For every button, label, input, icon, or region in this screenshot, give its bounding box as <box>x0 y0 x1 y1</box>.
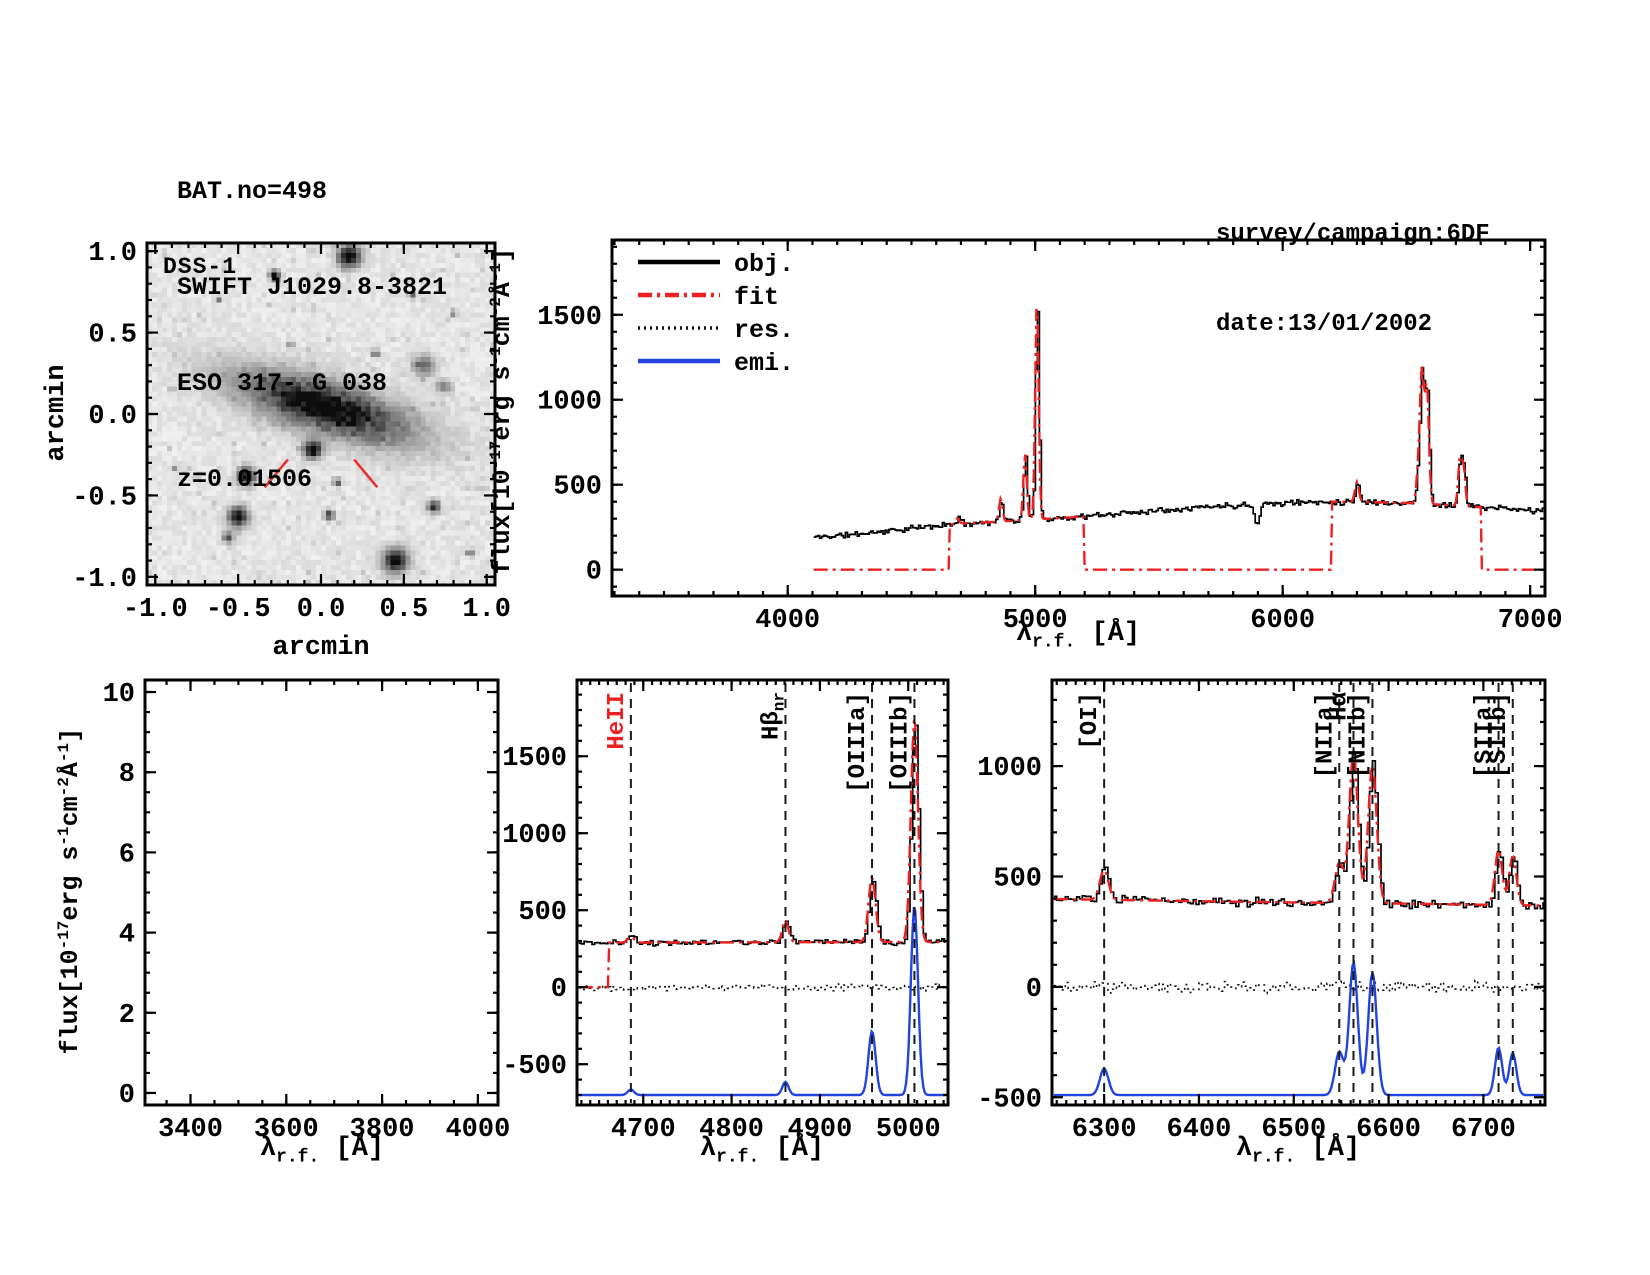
series-fit <box>578 720 946 989</box>
bat-number: BAT.no=498 <box>177 177 328 206</box>
legend-label: res. <box>734 316 794 345</box>
series-fit <box>1053 749 1544 907</box>
axes-frame <box>1050 678 1547 1107</box>
axis-ticks <box>577 680 948 1105</box>
x-tick-label: 4000 <box>755 606 820 636</box>
redshift: z=0.01506 <box>177 465 313 494</box>
obs-date: date:13/01/2002 <box>1216 311 1433 338</box>
y-tick-label: 8 <box>119 760 135 790</box>
legend-label: fit <box>734 283 779 312</box>
hbeta-panel-xlabel: λr.f. [Å] <box>699 1134 825 1168</box>
y-tick-label: 1500 <box>537 303 602 333</box>
emission-line-label: [NIIa] <box>1312 692 1339 778</box>
y-tick-label: 1.0 <box>88 239 137 269</box>
legend-label: obj. <box>734 250 794 279</box>
series-emi <box>1053 959 1544 1097</box>
emission-line-label: [OIIIa] <box>845 692 872 793</box>
y-tick-label: 500 <box>553 473 602 503</box>
x-tick-label: 0.0 <box>297 595 346 625</box>
y-tick-label: 10 <box>103 680 135 710</box>
y-tick-label: -1.0 <box>72 565 137 595</box>
y-tick-label: 0.0 <box>88 402 137 432</box>
y-tick-label: 500 <box>518 898 567 928</box>
y-tick-label: 4 <box>119 921 135 951</box>
y-tick-label: 1500 <box>502 744 567 774</box>
y-tick-label: 1000 <box>502 821 567 851</box>
y-tick-label: -500 <box>977 1085 1042 1115</box>
dss-survey-label: DSS-1 <box>163 254 238 280</box>
emission-line-label: [OIIIb] <box>887 692 914 793</box>
dss-xlabel: arcmin <box>272 633 370 663</box>
y-tick-label: 0.5 <box>88 321 137 351</box>
emission-line-label: [OI] <box>1077 692 1104 750</box>
spectrum-ylabel: flux[10-17erg s-1cm-2Å-1] <box>486 247 518 575</box>
x-tick-label: 6000 <box>1250 606 1315 636</box>
y-tick-label: 6 <box>119 840 135 870</box>
x-tick-label: 6300 <box>1072 1115 1137 1145</box>
x-tick-label: 6700 <box>1451 1115 1516 1145</box>
axis-ticks <box>1052 680 1545 1105</box>
emission-line-label: [NIIb] <box>1345 692 1372 778</box>
y-tick-label: 0 <box>119 1081 135 1111</box>
series-obj <box>578 724 946 947</box>
galaxy-name: ESO 317- G 038 <box>177 369 388 398</box>
series-emi <box>578 906 946 1097</box>
halpha-panel-xlabel: λr.f. [Å] <box>1235 1134 1361 1168</box>
spectrum-xlabel: λr.f. [Å] <box>1015 619 1141 653</box>
survey-info-block: survey/campaign:6DF date:13/01/2002 <box>1216 160 1490 400</box>
y-tick-label: 1000 <box>977 754 1042 784</box>
x-tick-label: -1.0 <box>123 595 188 625</box>
empty-panel-ylabel: flux[10-17erg s-1cm-2Å-1] <box>54 727 86 1055</box>
emission-line-label: [SIIa] <box>1472 692 1499 778</box>
x-tick-label: -0.5 <box>206 595 271 625</box>
emission-line-label: HeII <box>604 692 631 750</box>
y-tick-label: -500 <box>502 1052 567 1082</box>
target-info-block: BAT.no=498 SWIFT J1029.8-3821 ESO 317- G… <box>177 112 447 560</box>
empty-panel-xlabel: λr.f. [Å] <box>259 1134 385 1168</box>
series-res <box>578 983 946 992</box>
axes-frame <box>143 678 500 1107</box>
emission-line-label: [SIIb] <box>1486 692 1513 778</box>
emission-line-label: Hβnr <box>758 692 788 740</box>
series-obj <box>1053 753 1544 910</box>
y-tick-label: 0 <box>586 558 602 588</box>
y-tick-label: 0 <box>551 975 567 1005</box>
y-tick-label: 500 <box>993 864 1042 894</box>
x-tick-label: 0.5 <box>380 595 429 625</box>
y-tick-label: -0.5 <box>72 483 137 513</box>
y-tick-label: 1000 <box>537 388 602 418</box>
legend-label: emi. <box>734 349 794 378</box>
axis-ticks <box>145 680 498 1105</box>
y-tick-label: 0 <box>1026 975 1042 1005</box>
survey-campaign: survey/campaign:6DF <box>1216 221 1490 248</box>
emission-line-label: Hα <box>1326 691 1353 720</box>
dss-ylabel: arcmin <box>42 364 72 462</box>
axes-frame <box>575 678 950 1107</box>
series-res <box>1053 979 1544 995</box>
x-tick-label: 7000 <box>1498 606 1563 636</box>
y-tick-label: 2 <box>119 1001 135 1031</box>
